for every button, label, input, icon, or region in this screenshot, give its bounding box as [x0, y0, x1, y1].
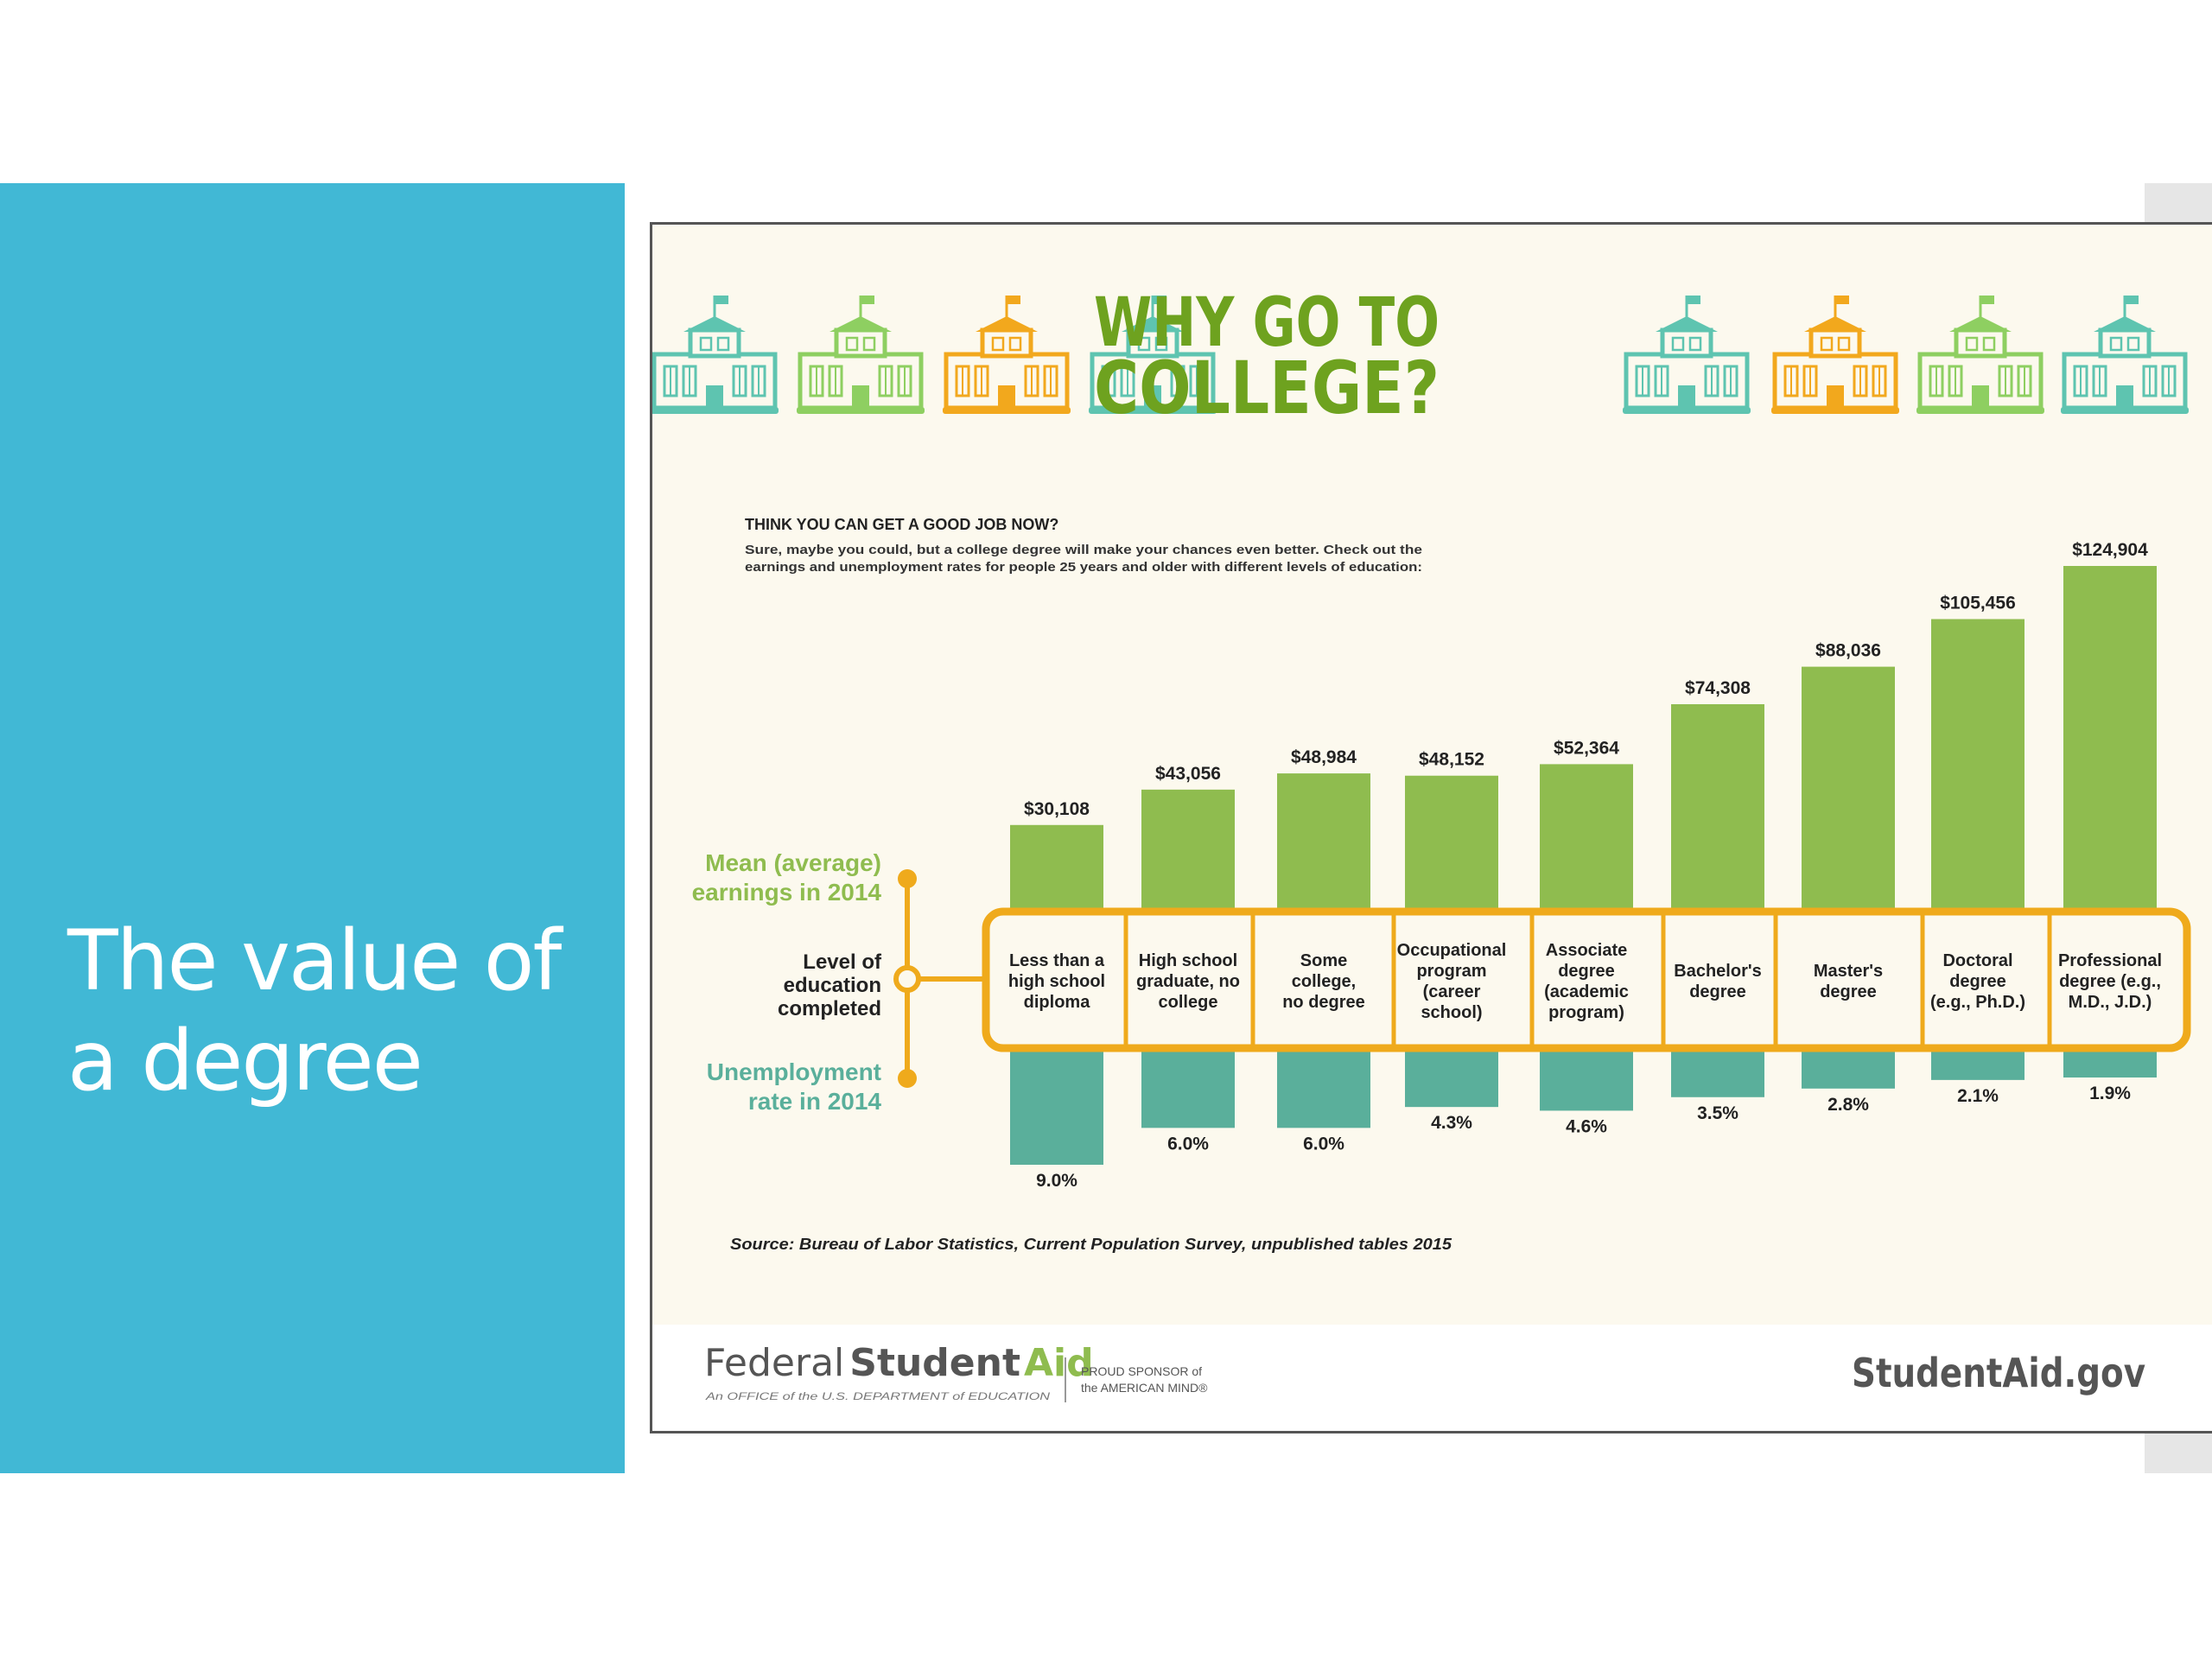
infographic: WHY GO TO COLLEGE? THINK YOU CAN GET A G… [650, 222, 2212, 1433]
sponsor-text: the AMERICAN MIND® [1081, 1381, 1208, 1395]
earnings-bar [1540, 764, 1633, 916]
earnings-value-label: $124,904 [2072, 540, 2148, 560]
earnings-value-label: $43,056 [1155, 764, 1221, 784]
earnings-value-label: $48,984 [1291, 747, 1357, 767]
school-building-icon [1623, 296, 1751, 414]
intro-text: Sure, maybe you could, but a college deg… [745, 543, 1422, 557]
grey-edge-tab [2145, 1433, 2212, 1473]
slide-title-panel: The value of a degree [0, 183, 625, 1473]
footer-bar [652, 1325, 2212, 1431]
earnings-value-label: $52,364 [1554, 738, 1619, 758]
legend-level-label: Level of [803, 950, 882, 974]
logo-student: Student [849, 1341, 1020, 1385]
legend-unemployment-label: rate in 2014 [748, 1088, 882, 1115]
unemployment-bar [1010, 1046, 1103, 1165]
unemployment-value-label: 6.0% [1303, 1134, 1344, 1154]
school-building-icon [1089, 296, 1217, 414]
sponsor-text: PROUD SPONSOR of [1081, 1364, 1202, 1378]
category-label: Doctoral degree (e.g., Ph.D.) [1930, 951, 2025, 1012]
unemployment-value-label: 6.0% [1167, 1134, 1209, 1154]
unemployment-bar [1405, 1046, 1498, 1108]
unemployment-value-label: 2.8% [1827, 1095, 1869, 1115]
earnings-bar [1405, 775, 1498, 916]
earnings-bar [1671, 704, 1764, 916]
category-label: Professional degree (e.g., M.D., J.D.) [2058, 951, 2162, 1012]
infographic-chart: WHY GO TO COLLEGE? THINK YOU CAN GET A G… [652, 284, 2191, 1402]
school-building-icon [1771, 296, 1899, 414]
slide-title-line: The value of [67, 912, 562, 1009]
earnings-bar [2063, 566, 2157, 916]
category-label: Occupational program (career school) [1397, 941, 1507, 1022]
category-label: Less than a high school diploma [1008, 951, 1105, 1012]
intro-text: earnings and unemployment rates for peop… [745, 561, 1422, 575]
earnings-bar [1931, 619, 2024, 916]
unemployment-value-label: 4.6% [1566, 1116, 1607, 1136]
unemployment-bar [1540, 1046, 1633, 1111]
earnings-bar [1141, 789, 1235, 916]
earnings-value-label: $105,456 [1940, 594, 2016, 613]
legend-dot [893, 965, 921, 993]
legend-dot [898, 869, 917, 888]
earnings-bar [1010, 824, 1103, 916]
earnings-value-label: $30,108 [1024, 799, 1090, 819]
earnings-value-label: $88,036 [1815, 641, 1881, 661]
grey-edge-tab [2145, 183, 2212, 223]
logo-aid: Aid [1024, 1341, 1094, 1385]
earnings-value-label: $74,308 [1685, 678, 1751, 698]
studentaid-site-link[interactable]: StudentAid.gov [1852, 1350, 2145, 1396]
federal-student-aid-logo: Federal StudentAid An OFFICE of the U.S. … [704, 1341, 1208, 1402]
category-label: Some college, no degree [1282, 951, 1365, 1012]
slide-title-line: a degree [67, 1013, 423, 1109]
school-building-icon [2061, 296, 2189, 414]
category-band [982, 907, 2191, 1052]
category-label: Bachelor's degree [1674, 962, 1761, 1001]
subheading: THINK YOU CAN GET A GOOD JOB NOW? [745, 516, 1058, 533]
category-label: Master's degree [1814, 962, 1883, 1001]
logo-wordmark: Federal StudentAid [704, 1341, 1094, 1385]
legend-earnings-label: Mean (average) [705, 849, 881, 876]
infographic-title: COLLEGE? [1094, 346, 1440, 430]
logo-office: An OFFICE of the U.S. DEPARTMENT of EDUC… [705, 1390, 1051, 1402]
earnings-bar [1802, 666, 1895, 916]
legend-level-label: completed [778, 997, 881, 1020]
unemployment-bar [1802, 1046, 1895, 1089]
legend-unemployment-label: Unemployment [707, 1058, 881, 1085]
chart-marks: $30,108 $43,056 $48,984 $48,152 $52,364 $74,3… [982, 540, 2191, 1191]
source-note: Source: Bureau of Labor Statistics, Curr… [730, 1236, 1452, 1253]
unemployment-value-label: 3.5% [1697, 1103, 1738, 1123]
earnings-bar [1277, 773, 1370, 916]
legend-earnings-label: earnings in 2014 [692, 879, 882, 906]
earnings-value-label: $48,152 [1419, 750, 1484, 770]
infographic-title: WHY GO TO [1094, 284, 1440, 362]
unemployment-value-label: 2.1% [1957, 1086, 1999, 1106]
unemployment-bar [1141, 1046, 1235, 1128]
unemployment-value-label: 1.9% [2089, 1084, 2131, 1103]
school-building-icon [797, 296, 925, 414]
school-building-icon [1916, 296, 2044, 414]
unemployment-bar [1671, 1046, 1764, 1097]
building-row [652, 296, 2189, 414]
legend-level-label: education [784, 974, 881, 997]
unemployment-value-label: 4.3% [1431, 1113, 1472, 1133]
slide-title: The value of a degree [67, 911, 603, 1111]
logo-federal: Federal [704, 1341, 844, 1385]
legend-dot [898, 1069, 917, 1088]
unemployment-value-label: 9.0% [1036, 1171, 1077, 1191]
category-label: High school graduate, no college [1136, 951, 1240, 1012]
category-label: Associate degree (academic program) [1544, 941, 1629, 1022]
unemployment-bar [1277, 1046, 1370, 1128]
school-building-icon [652, 296, 779, 414]
school-building-icon [943, 296, 1071, 414]
